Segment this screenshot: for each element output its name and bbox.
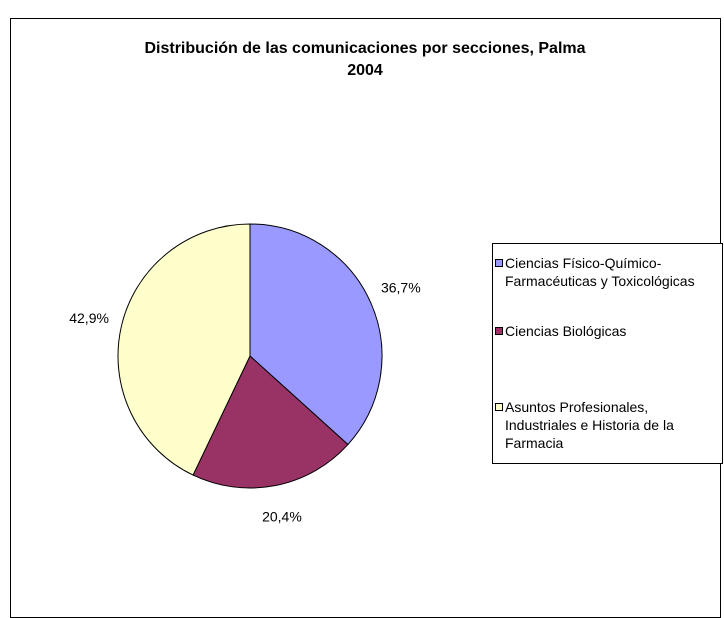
legend-label: Ciencias Físico-Químico-Farmacéuticas y … bbox=[505, 255, 695, 289]
legend-item: Ciencias Físico-Químico-Farmacéuticas y … bbox=[495, 254, 723, 290]
legend-label: Ciencias Biológicas bbox=[505, 323, 627, 339]
pie-slice bbox=[249, 223, 383, 446]
legend-swatch bbox=[495, 403, 503, 411]
legend-item: Ciencias Biológicas bbox=[495, 322, 723, 340]
legend-swatch bbox=[495, 259, 503, 267]
pie-slice bbox=[117, 223, 251, 476]
legend-item: Asuntos Profesionales, Industriales e Hi… bbox=[495, 398, 723, 452]
legend-swatch bbox=[495, 327, 503, 335]
legend: Ciencias Físico-Químico-Farmacéuticas y … bbox=[492, 243, 723, 464]
chart-title: Distribución de las comunicaciones por s… bbox=[144, 40, 586, 79]
chart: 36,7% 20,4% 42,9% bbox=[69, 223, 421, 525]
data-label: 20,4% bbox=[262, 509, 302, 525]
data-label: 42,9% bbox=[69, 310, 109, 326]
pie-slice bbox=[192, 355, 349, 489]
legend-label: Asuntos Profesionales, Industriales e Hi… bbox=[505, 399, 674, 451]
data-label: 36,7% bbox=[381, 280, 421, 296]
page: Distribución de las comunicaciones por s… bbox=[10, 18, 723, 618]
